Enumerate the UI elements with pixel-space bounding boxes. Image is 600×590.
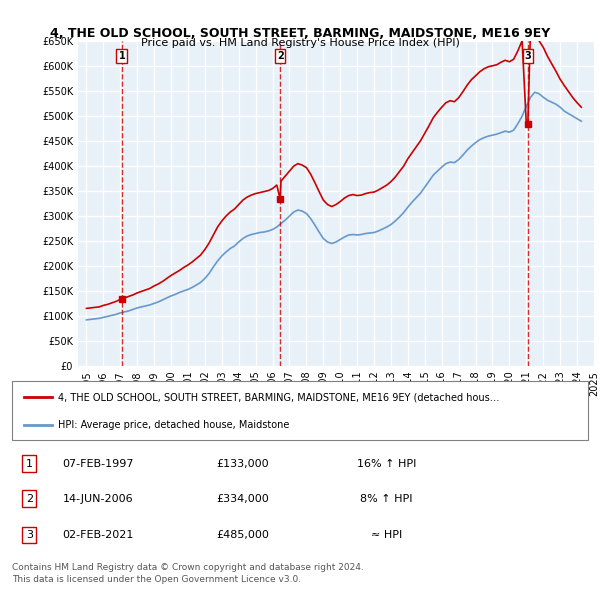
Text: 1: 1 [118,51,125,61]
Text: Contains HM Land Registry data © Crown copyright and database right 2024.: Contains HM Land Registry data © Crown c… [12,563,364,572]
Text: £485,000: £485,000 [216,530,269,540]
Text: 3: 3 [26,530,33,540]
Text: 8% ↑ HPI: 8% ↑ HPI [360,494,413,504]
Text: 2: 2 [277,51,284,61]
Text: £133,000: £133,000 [216,459,269,468]
Text: 07-FEB-1997: 07-FEB-1997 [62,459,134,468]
Text: 2: 2 [26,494,33,504]
Text: 14-JUN-2006: 14-JUN-2006 [63,494,134,504]
Text: Price paid vs. HM Land Registry's House Price Index (HPI): Price paid vs. HM Land Registry's House … [140,38,460,48]
FancyBboxPatch shape [12,381,588,440]
Text: HPI: Average price, detached house, Maidstone: HPI: Average price, detached house, Maid… [58,420,289,430]
Text: ≈ HPI: ≈ HPI [371,530,402,540]
Text: 16% ↑ HPI: 16% ↑ HPI [357,459,416,468]
Text: 02-FEB-2021: 02-FEB-2021 [63,530,134,540]
Text: This data is licensed under the Open Government Licence v3.0.: This data is licensed under the Open Gov… [12,575,301,584]
Text: 4, THE OLD SCHOOL, SOUTH STREET, BARMING, MAIDSTONE, ME16 9EY: 4, THE OLD SCHOOL, SOUTH STREET, BARMING… [50,27,550,40]
Text: 4, THE OLD SCHOOL, SOUTH STREET, BARMING, MAIDSTONE, ME16 9EY (detached hous…: 4, THE OLD SCHOOL, SOUTH STREET, BARMING… [58,392,500,402]
Text: £334,000: £334,000 [216,494,269,504]
Text: 3: 3 [524,51,531,61]
Text: 1: 1 [26,459,33,468]
